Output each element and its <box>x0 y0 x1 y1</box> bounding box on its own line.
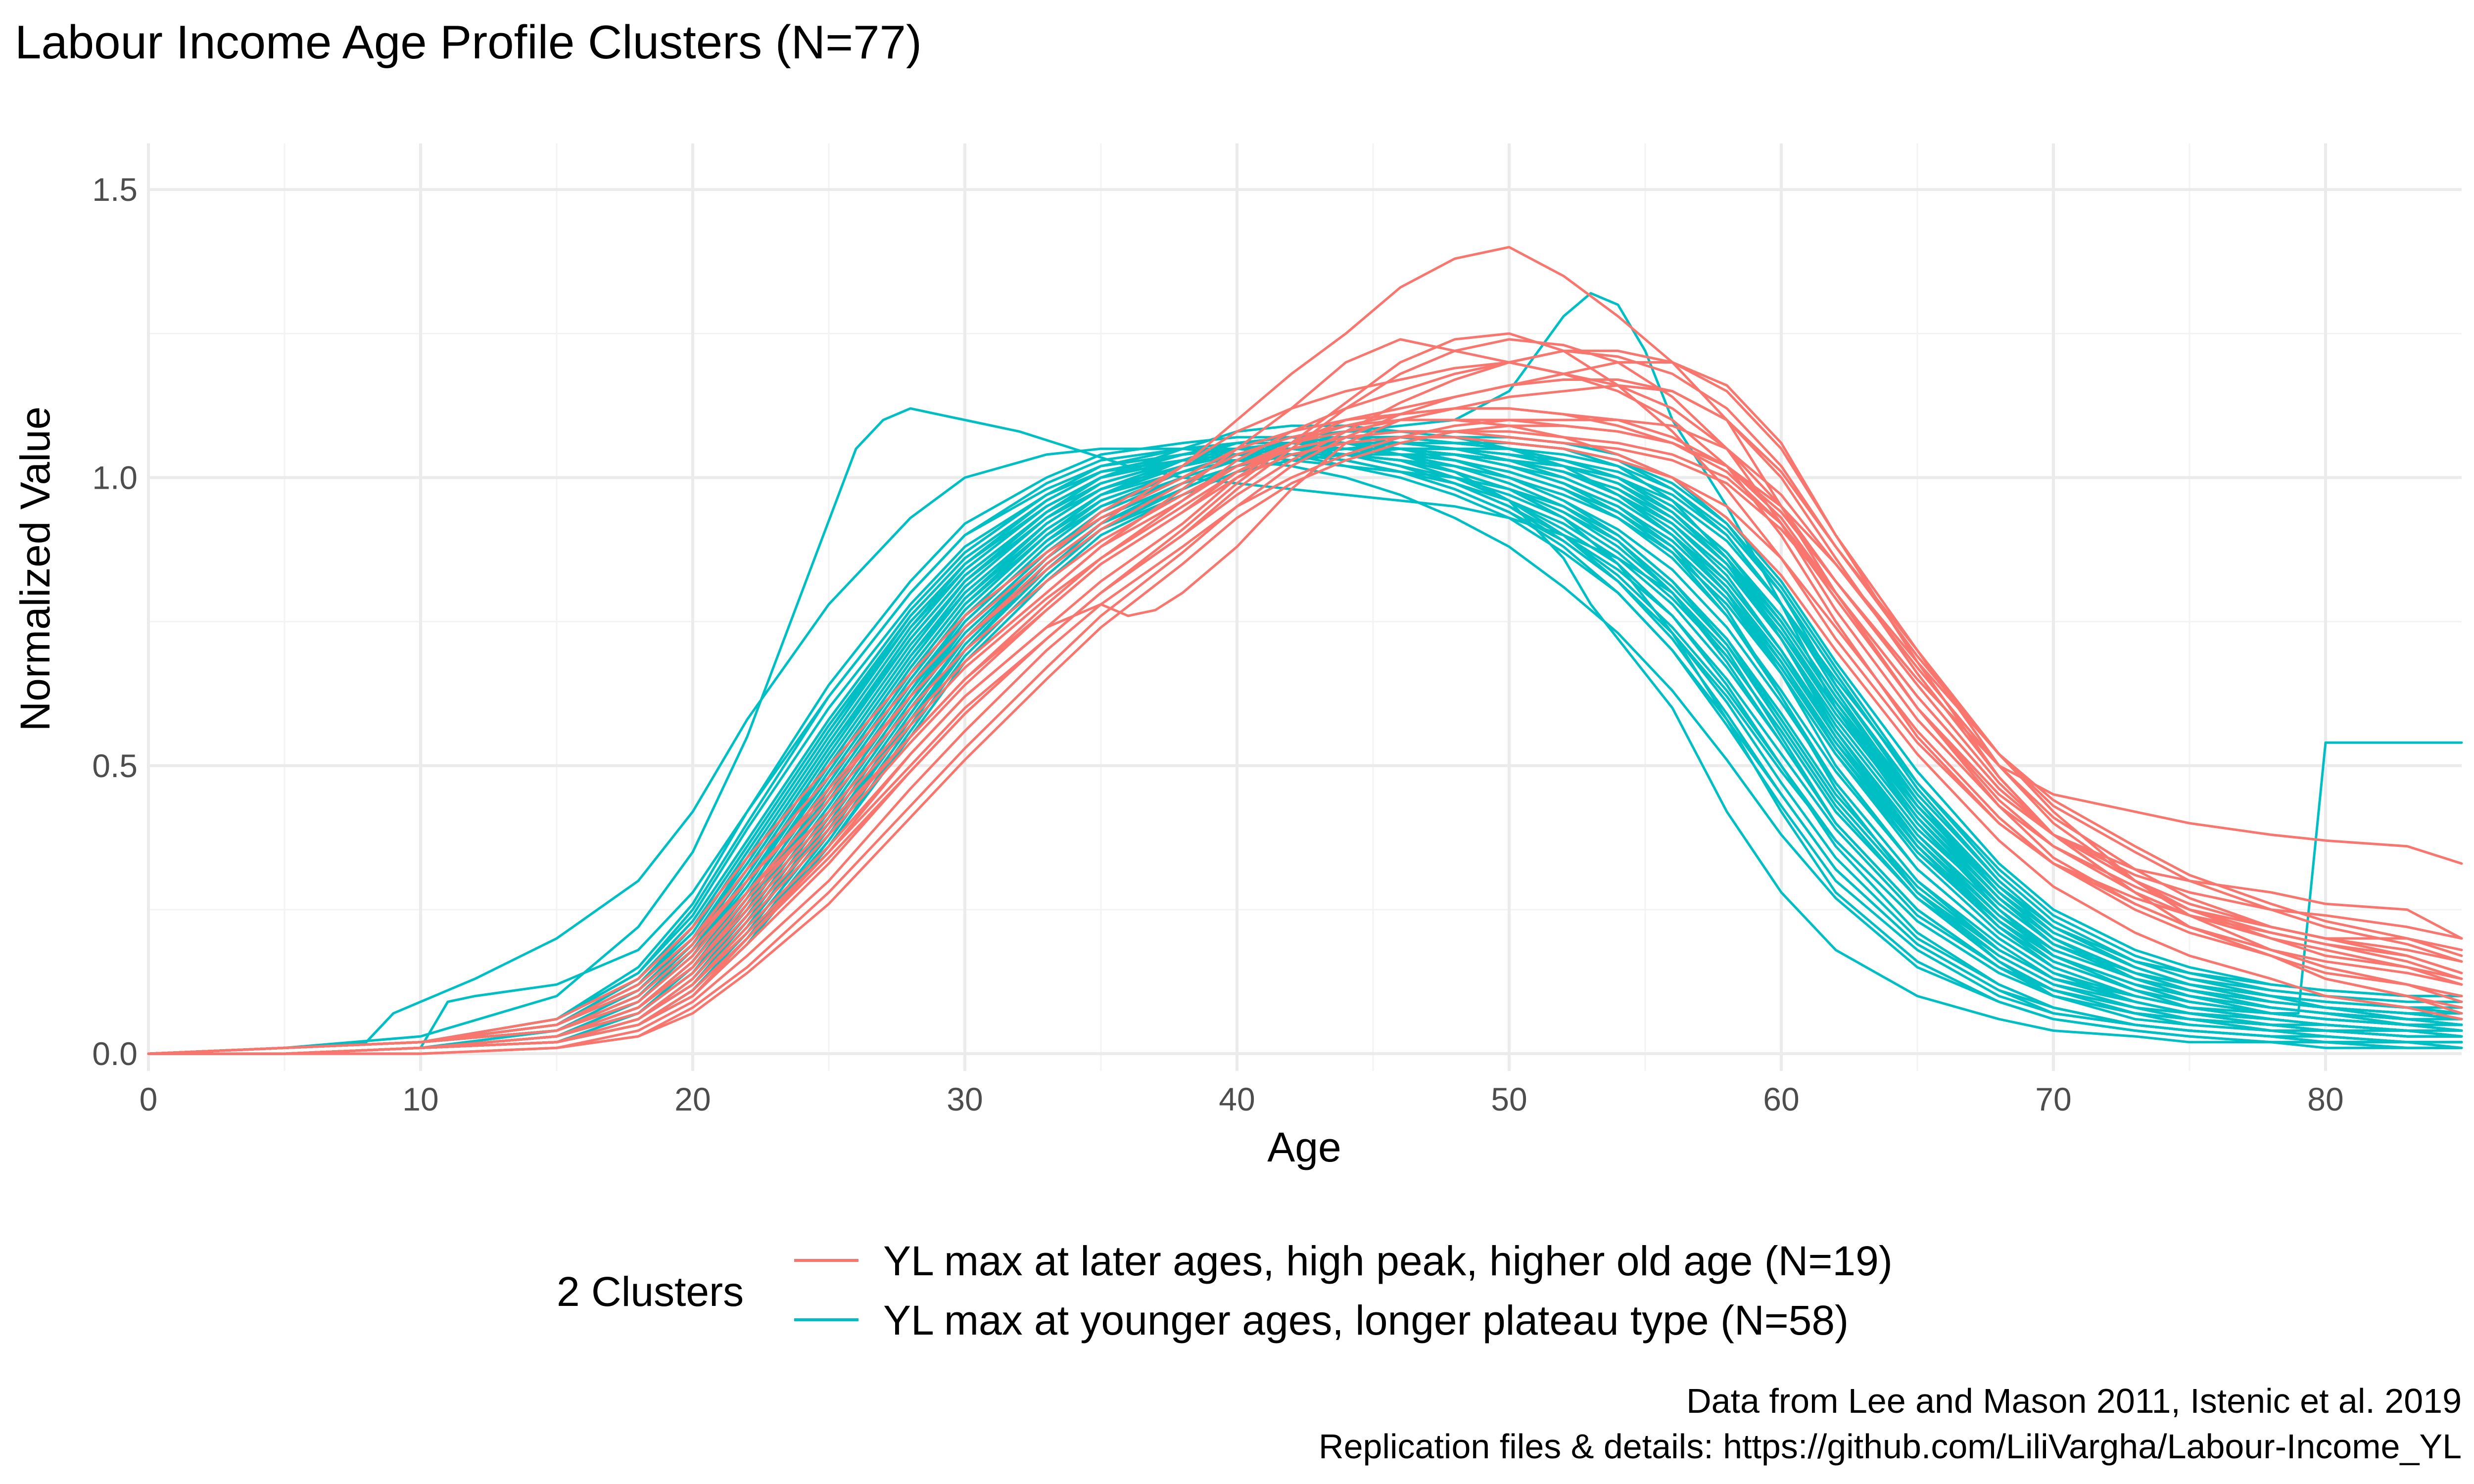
x-tick-label: 20 <box>674 1081 711 1117</box>
series-line-cluster-1 <box>147 430 2463 1055</box>
y-axis-ticks: 0.0 0.5 1.0 1.5 <box>92 171 138 1072</box>
series-line-cluster-2 <box>147 447 2463 1055</box>
series-line-cluster-2 <box>147 447 2463 1055</box>
x-tick-label: 40 <box>1219 1081 1255 1117</box>
series-line-cluster-2 <box>147 447 2463 1055</box>
series-line-cluster-1 <box>147 361 2463 1055</box>
series-line-cluster-1 <box>147 418 2463 1055</box>
series-line-cluster-1 <box>147 338 2463 1055</box>
series-line-cluster-2 <box>147 436 2463 1055</box>
series-line-cluster-2 <box>147 447 2463 1055</box>
series-line-cluster-2 <box>147 447 2463 1055</box>
series-line-cluster-2 <box>147 447 2463 1055</box>
legend: 2 Clusters YL max at later ages, high pe… <box>557 1238 1893 1344</box>
series-line-cluster-2 <box>147 442 2463 1055</box>
series-line-cluster-2 <box>147 447 2463 1055</box>
series-line-cluster-2 <box>147 442 2463 1055</box>
series-line-cluster-1 <box>147 378 2463 1055</box>
x-tick-label: 80 <box>2307 1081 2343 1117</box>
series-line-cluster-2 <box>147 442 2463 1055</box>
y-tick-label: 0.0 <box>92 1035 138 1072</box>
series-line-cluster-2 <box>147 447 2463 1055</box>
series-line-cluster-1 <box>147 349 2463 1055</box>
x-tick-label: 50 <box>1491 1081 1527 1117</box>
series-line-cluster-2 <box>147 447 2463 1055</box>
series-line-cluster-1 <box>147 338 2463 1055</box>
series-line-cluster-2 <box>147 442 2463 1055</box>
caption-replication: Replication files & details: https://git… <box>1319 1427 2462 1466</box>
y-tick-label: 1.5 <box>92 171 138 208</box>
series-line-cluster-2 <box>147 447 2463 1055</box>
series-line-cluster-2 <box>147 447 2463 1055</box>
y-tick-label: 1.0 <box>92 459 138 496</box>
series-line-cluster-2 <box>147 447 2463 1055</box>
series-line-cluster-2 <box>147 436 2463 1055</box>
x-tick-label: 60 <box>1763 1081 1799 1117</box>
series-line-cluster-1 <box>147 436 2463 1055</box>
series-line-cluster-2 <box>147 447 2463 1055</box>
series-line-cluster-2 <box>147 436 2463 1055</box>
chart-title: Labour Income Age Profile Clusters (N=77… <box>15 16 922 69</box>
y-axis-title: Normalized Value <box>12 407 58 732</box>
series-line-cluster-1 <box>147 349 2463 1055</box>
series-line-cluster-1 <box>147 424 2463 1055</box>
y-tick-label: 0.5 <box>92 747 138 784</box>
series-line-cluster-2 <box>147 447 2463 1055</box>
x-axis-ticks: 0 10 20 30 40 50 60 70 80 <box>140 1081 2344 1117</box>
series-line-cluster-2 <box>147 447 2463 1055</box>
series-layer <box>147 246 2463 1055</box>
series-line-cluster-2 <box>147 447 2463 1055</box>
series-line-cluster-2 <box>147 430 2463 1055</box>
series-line-cluster-1 <box>147 332 2463 1055</box>
x-tick-label: 10 <box>402 1081 438 1117</box>
series-line-cluster-2 <box>147 436 2463 1055</box>
x-tick-label: 0 <box>140 1081 158 1117</box>
series-line-cluster-2 <box>147 442 2463 1055</box>
series-line-cluster-2 <box>147 447 2463 1055</box>
series-line-cluster-2 <box>147 442 2463 1055</box>
series-line-cluster-2 <box>147 447 2463 1055</box>
grid <box>147 143 2462 1071</box>
series-line-cluster-1 <box>147 430 2463 1055</box>
legend-label-cluster-1: YL max at later ages, high peak, higher … <box>883 1238 1893 1284</box>
series-line-cluster-2 <box>147 442 2463 1055</box>
series-line-cluster-2 <box>147 436 2463 1055</box>
series-line-cluster-2 <box>147 436 2463 1055</box>
series-line-cluster-2 <box>147 436 2463 1055</box>
series-line-cluster-1 <box>147 246 2463 1055</box>
series-line-cluster-1 <box>147 361 2463 1055</box>
series-line-cluster-2 <box>147 436 2463 1055</box>
series-line-cluster-2 <box>147 447 2463 1055</box>
series-line-cluster-1 <box>147 407 2463 1055</box>
x-tick-label: 30 <box>947 1081 983 1117</box>
series-line-cluster-2 <box>147 447 2463 1055</box>
legend-title: 2 Clusters <box>557 1268 744 1315</box>
series-line-cluster-2 <box>147 447 2463 1055</box>
series-line-cluster-2 <box>147 442 2463 1055</box>
series-line-cluster-2 <box>147 447 2463 1055</box>
series-line-cluster-2 <box>147 447 2463 1055</box>
series-line-cluster-2 <box>147 447 2463 1055</box>
series-line-cluster-2 <box>147 447 2463 1055</box>
series-line-cluster-2 <box>147 447 2463 1055</box>
x-tick-label: 70 <box>2035 1081 2071 1117</box>
series-line-cluster-2 <box>147 447 2463 1055</box>
series-line-cluster-2 <box>147 453 2463 1055</box>
legend-label-cluster-2: YL max at younger ages, longer plateau t… <box>883 1297 1849 1344</box>
caption-source: Data from Lee and Mason 2011, Istenic et… <box>1686 1382 2462 1420</box>
series-line-cluster-2 <box>147 447 2463 1055</box>
series-line-cluster-2 <box>147 459 2463 1055</box>
x-axis-title: Age <box>1267 1124 1341 1170</box>
series-line-cluster-2 <box>147 447 2463 1055</box>
series-line-cluster-2 <box>147 447 2463 1055</box>
